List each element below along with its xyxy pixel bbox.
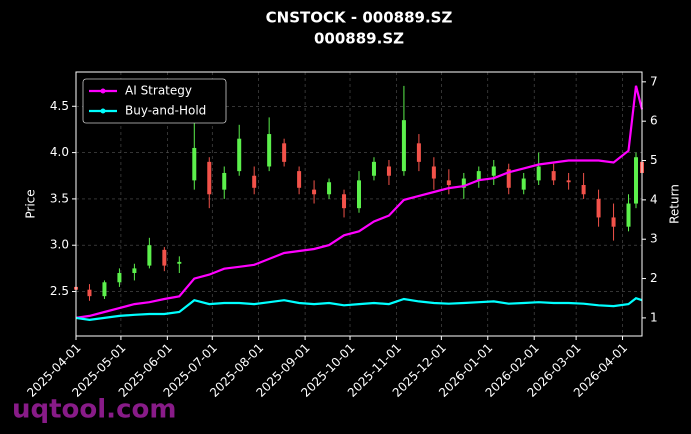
- candle-body: [192, 147, 197, 181]
- legend-marker: [100, 88, 106, 94]
- y2-tick-label: 3: [650, 232, 658, 246]
- y2-tick-label: 7: [650, 74, 658, 88]
- legend-label: AI Strategy: [125, 84, 192, 98]
- legend-label: Buy-and-Hold: [125, 104, 206, 118]
- candle-body: [566, 180, 571, 183]
- candle-body: [634, 157, 639, 204]
- candle-body: [357, 180, 361, 209]
- y-tick-label: 3.0: [50, 238, 69, 252]
- candle-body: [147, 245, 152, 266]
- candle-body: [611, 217, 616, 227]
- candle-body: [237, 138, 242, 172]
- candle-body: [446, 180, 451, 186]
- y2-tick-label: 1: [650, 310, 658, 324]
- y2-tick-label: 2: [650, 271, 658, 285]
- y2-axis-label: Return: [668, 184, 682, 224]
- candle-body: [177, 261, 182, 264]
- chart-subtitle: 000889.SZ: [314, 30, 404, 48]
- candle-body: [431, 166, 436, 179]
- candle-body: [491, 166, 496, 176]
- candle-body: [207, 161, 212, 195]
- candle-body: [132, 268, 137, 274]
- legend-box: [82, 78, 227, 124]
- y-tick-label: 4.5: [50, 99, 69, 113]
- line-series: [75, 85, 644, 319]
- line-series: [75, 296, 643, 322]
- candle-body: [551, 171, 556, 181]
- y2-tick-label: 6: [650, 114, 658, 128]
- plot-frame: [75, 71, 643, 337]
- candle-body: [536, 166, 541, 181]
- chart-title: CNSTOCK - 000889.SZ: [266, 9, 453, 27]
- watermark: uqtool.com: [12, 395, 176, 425]
- candle-body: [461, 178, 466, 188]
- candle-body: [252, 175, 257, 188]
- y2-tick-label: 4: [650, 192, 658, 206]
- y2-tick-label: 5: [650, 153, 658, 167]
- candle-body: [297, 171, 302, 188]
- candle-body: [626, 203, 631, 227]
- candle-body: [386, 166, 391, 176]
- y-tick-label: 2.5: [50, 284, 69, 298]
- candle-body: [282, 143, 287, 162]
- candle-body: [222, 172, 227, 190]
- candle-body: [327, 182, 332, 195]
- candle-body: [87, 289, 92, 297]
- candle-body: [117, 273, 122, 283]
- legend-marker: [100, 108, 106, 114]
- y-tick-label: 4.0: [50, 145, 69, 159]
- candle-body: [581, 185, 586, 195]
- candle-body: [162, 249, 167, 266]
- candle-body: [506, 169, 511, 188]
- candle-body: [476, 171, 481, 181]
- legend: AI Strategy Buy-and-Hold: [82, 78, 227, 124]
- candle-body: [312, 189, 317, 195]
- candle-body: [371, 161, 376, 176]
- candle-body: [102, 282, 107, 297]
- y-axis-label: Price: [24, 189, 38, 218]
- y-tick-label: 3.5: [50, 191, 69, 205]
- candle-body: [521, 178, 526, 190]
- candle-body: [342, 194, 347, 209]
- candle-body: [416, 143, 421, 162]
- candle-body: [596, 198, 601, 218]
- candle-body: [267, 134, 272, 167]
- candle-body: [401, 120, 406, 172]
